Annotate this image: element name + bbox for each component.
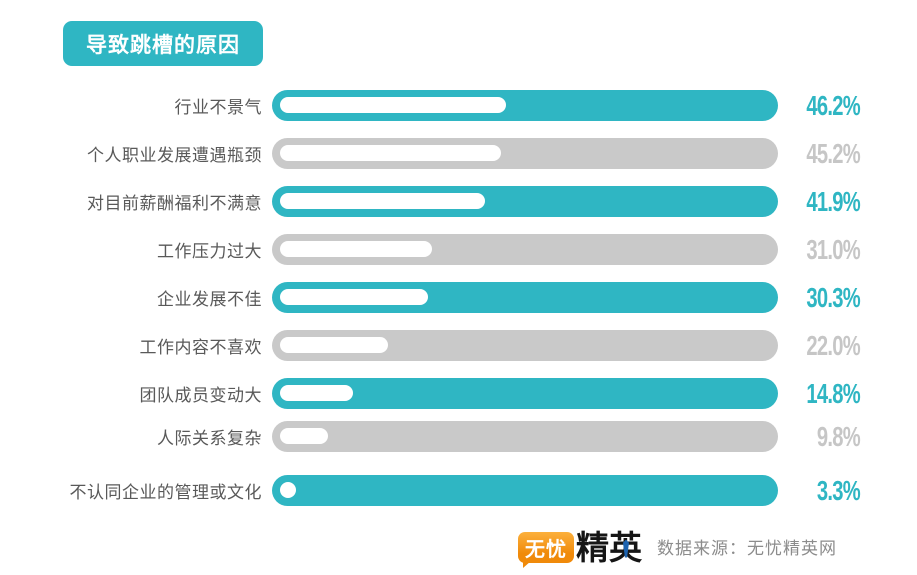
bar-fill (280, 97, 507, 113)
bar-value: 31.0% (806, 233, 860, 265)
bar-row: 企业发展不佳 30.3% (0, 282, 917, 313)
bar-label: 工作内容不喜欢 (139, 338, 262, 357)
chart-title: 导致跳槽的原因 (86, 33, 240, 57)
bar-label: 团队成员变动大 (139, 386, 262, 405)
bar-label: 不认同企业的管理或文化 (69, 483, 262, 502)
bar-label: 人际关系复杂 (157, 429, 262, 448)
bar-label: 对目前薪酬福利不满意 (87, 194, 262, 213)
bar-label: 行业不景气 (174, 98, 262, 117)
bar-value: 41.9% (806, 185, 860, 217)
bar-fill (280, 241, 432, 257)
bar-row: 行业不景气 46.2% (0, 90, 917, 121)
bar-track (272, 475, 778, 506)
bar-value: 22.0% (806, 329, 860, 361)
tie-icon (623, 539, 629, 558)
bar-fill (280, 482, 297, 498)
bar-value: 45.2% (806, 137, 860, 169)
bar-value: 14.8% (806, 377, 860, 409)
bar-label: 工作压力过大 (157, 242, 262, 261)
bar-fill (280, 385, 353, 401)
bar-track (272, 90, 778, 121)
brand-logo: 无忧 精英 (518, 527, 642, 568)
bar-value: 9.8% (816, 420, 861, 452)
logo-bubble: 无忧 (518, 531, 574, 568)
data-source-label: 数据来源：无忧精英网 (657, 539, 837, 558)
logo-wordmark-text: 精英 (576, 528, 642, 566)
bar-track (272, 282, 778, 313)
logo-wordmark: 精英 (576, 531, 642, 564)
bar-label: 个人职业发展遭遇瓶颈 (87, 146, 262, 165)
bar-value: 30.3% (806, 281, 860, 313)
bar-row: 工作内容不喜欢 22.0% (0, 330, 917, 361)
bar-label: 企业发展不佳 (157, 290, 262, 309)
bar-rows: 行业不景气 46.2% 个人职业发展遭遇瓶颈 45.2% 对目前薪酬福利不满意 … (0, 90, 917, 506)
bar-track (272, 138, 778, 169)
bar-track (272, 234, 778, 265)
bar-value: 3.3% (816, 474, 861, 506)
bar-row: 工作压力过大 31.0% (0, 234, 917, 265)
bar-row: 人际关系复杂 9.8% (0, 421, 917, 452)
bar-fill (280, 337, 388, 353)
bar-fill (280, 145, 502, 161)
bar-value: 46.2% (806, 89, 860, 121)
bar-row: 不认同企业的管理或文化 3.3% (0, 475, 917, 506)
chart-title-badge: 导致跳槽的原因 (63, 21, 263, 66)
bar-track (272, 378, 778, 409)
bar-row: 对目前薪酬福利不满意 41.9% (0, 186, 917, 217)
bar-track (272, 421, 778, 452)
bar-track (272, 186, 778, 217)
bar-row: 团队成员变动大 14.8% (0, 378, 917, 409)
bar-track (272, 330, 778, 361)
bar-fill (280, 428, 329, 444)
bar-row: 个人职业发展遭遇瓶颈 45.2% (0, 138, 917, 169)
bar-fill (280, 289, 429, 305)
bar-fill (280, 193, 486, 209)
